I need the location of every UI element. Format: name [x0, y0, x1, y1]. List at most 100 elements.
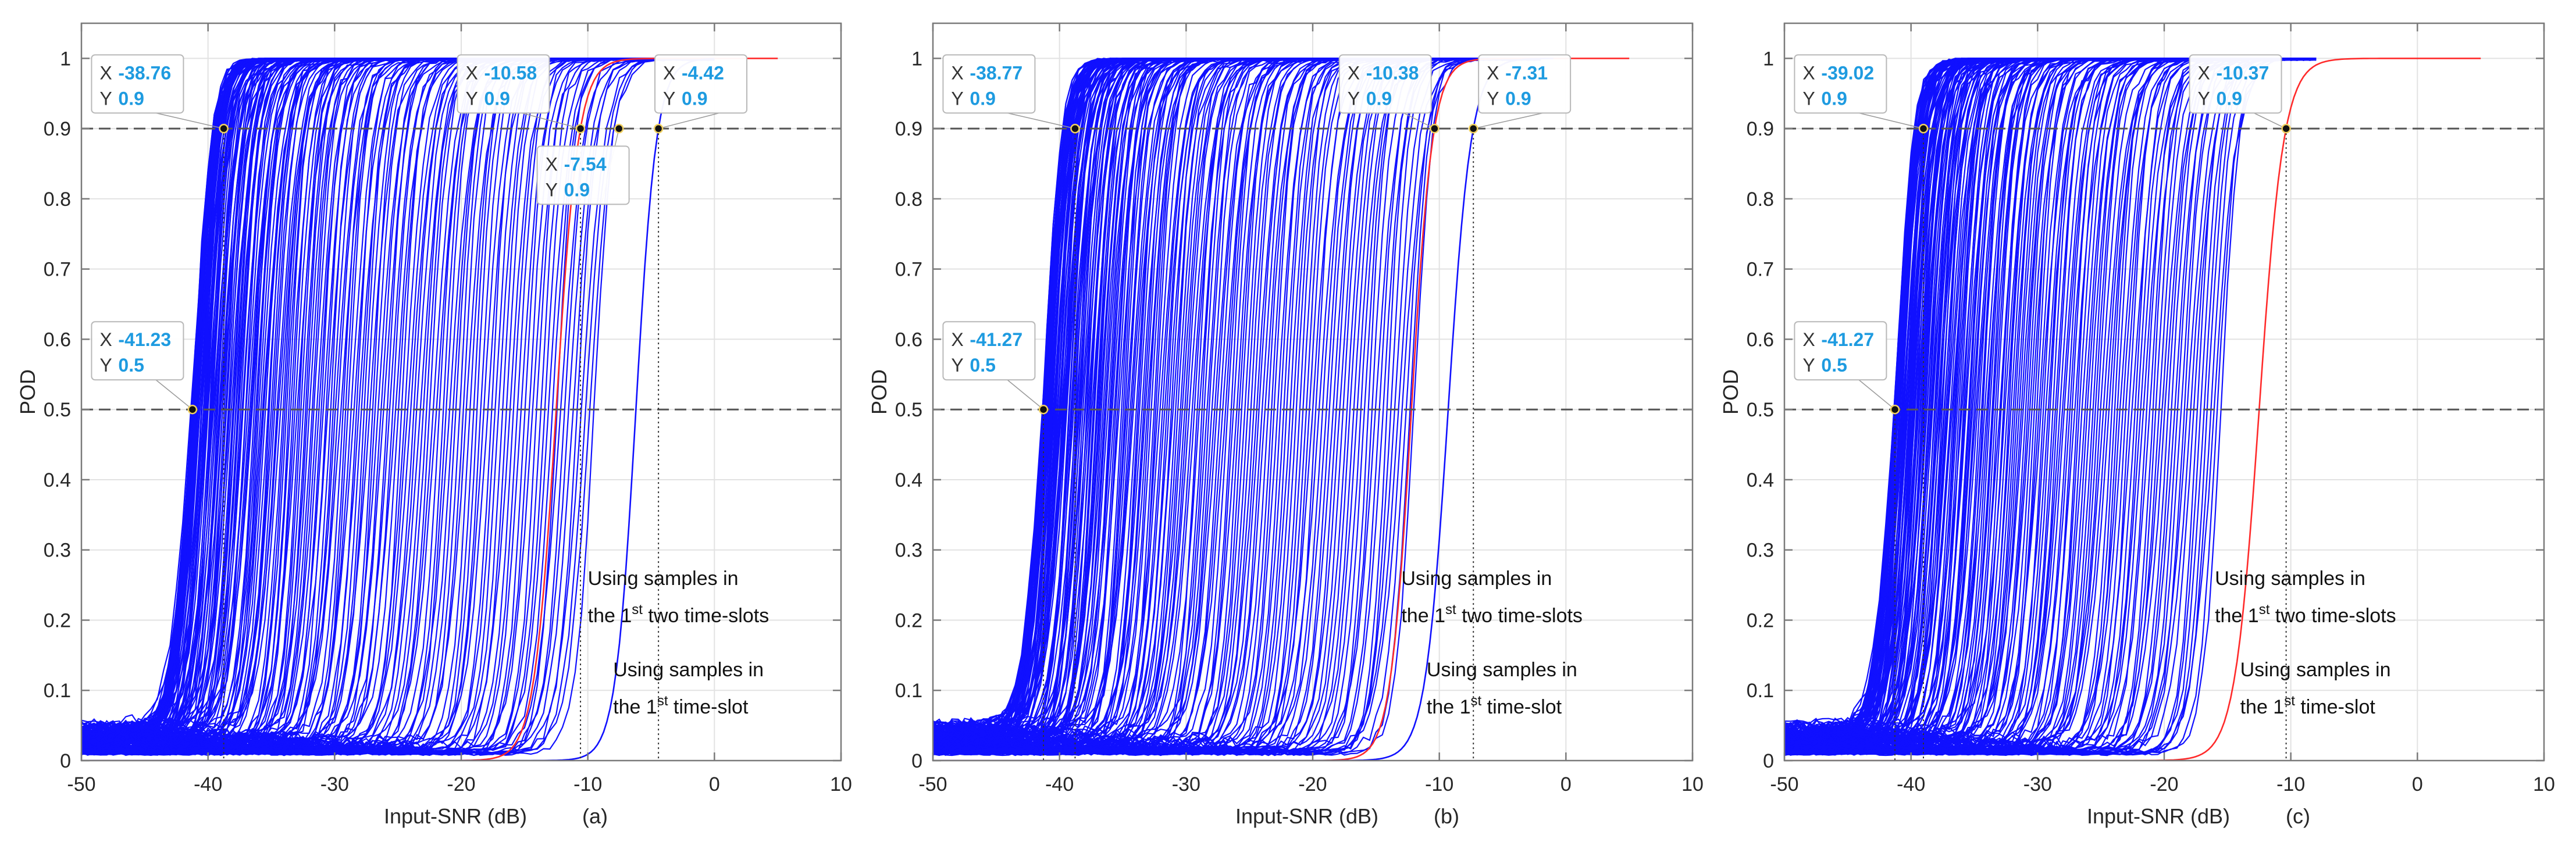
datatip[interactable]: X -7.54 Y 0.9	[536, 123, 630, 205]
y-tick-label: 1	[1763, 48, 1774, 70]
pod-curve	[933, 58, 1541, 757]
datatip-box	[1338, 54, 1432, 114]
datatip-pointer	[1007, 379, 1044, 410]
x-tick-label: 10	[2533, 773, 2555, 795]
curve-family	[933, 58, 1541, 757]
y-tick-label: 0.8	[44, 188, 71, 211]
datatip[interactable]: X -38.77 Y 0.9	[942, 54, 1080, 134]
y-tick-label: 0.5	[44, 399, 71, 421]
datatip[interactable]: X -41.27 Y 0.5	[1794, 321, 1900, 415]
datatip-pointer	[658, 112, 719, 129]
datatip-box	[1794, 321, 1887, 381]
datatip-marker[interactable]	[1918, 123, 1929, 134]
annotation-line: the 1st time-slot	[2240, 693, 2376, 718]
annotation-line: the 1st time-slot	[1427, 693, 1562, 718]
annotation-superscript: st	[2259, 602, 2270, 618]
datatip-marker[interactable]	[187, 404, 198, 415]
y-tick-label: 0.9	[1747, 118, 1774, 140]
datatip[interactable]: X -10.38 Y 0.9	[1338, 54, 1440, 134]
datatip-marker[interactable]	[575, 123, 586, 134]
pod-curve	[81, 58, 715, 753]
datatip-y-value: 0.9	[1821, 88, 1847, 109]
datatip-x-key: X	[2198, 62, 2210, 83]
datatip-y-key: Y	[99, 88, 112, 109]
x-tick-label: 0	[709, 773, 720, 795]
datatip[interactable]: X -38.76 Y 0.9	[91, 54, 229, 134]
annotation-superscript: st	[1445, 602, 1456, 618]
annotation-text: Using samples in	[2215, 568, 2365, 590]
y-tick-label: 0.3	[895, 540, 922, 562]
y-tick-label: 0.1	[1747, 680, 1774, 702]
datatip-y-value: 0.9	[118, 88, 144, 109]
datatip-marker[interactable]	[1038, 404, 1049, 415]
datatip-x-value: -10.37	[2217, 62, 2269, 83]
panel-label: (a)	[582, 804, 608, 828]
series-annotation: Using samples in the 1st time-slot	[1427, 659, 1577, 718]
datatip-marker[interactable]	[219, 123, 229, 134]
annotation-superscript: st	[657, 693, 668, 709]
y-axis-label: POD	[867, 369, 891, 415]
annotation-text: time-slot	[1481, 696, 1562, 718]
datatip-y-key: Y	[1487, 88, 1499, 109]
annotation-text: Using samples in	[1427, 659, 1577, 681]
datatip[interactable]: X -7.31 Y 0.9	[1468, 54, 1572, 134]
datatip-marker[interactable]	[614, 123, 624, 134]
datatip-marker[interactable]	[1468, 123, 1478, 134]
datatip-x-value: -41.27	[1821, 329, 1874, 350]
datatip-marker[interactable]	[1890, 404, 1900, 415]
y-tick-label: 0	[60, 750, 71, 772]
x-tick-label: -10	[573, 773, 602, 795]
datatip[interactable]: X -41.23 Y 0.5	[91, 321, 198, 415]
datatip-marker[interactable]	[653, 123, 664, 134]
datatip-x-value: -7.31	[1505, 62, 1548, 83]
datatip-box	[91, 54, 184, 114]
chart-panel: -50 -40 -30 -20 -10 0 10 0 0.1 0.2 0.3 0.4 0.5 0.6 0.7…	[16, 22, 852, 828]
annotation-superscript: st	[632, 602, 643, 618]
datatip-x-key: X	[1348, 62, 1360, 83]
y-tick-label: 0.4	[44, 469, 71, 491]
datatip[interactable]: X -10.58 Y 0.9	[457, 54, 586, 134]
x-axis-label: Input-SNR (dB)	[1235, 804, 1378, 828]
datatip-marker[interactable]	[1070, 123, 1080, 134]
datatip-x-value: -38.76	[118, 62, 171, 83]
datatip-y-value: 0.9	[564, 179, 590, 200]
pod-curve	[1784, 58, 2317, 756]
datatip-x-key: X	[1487, 62, 1499, 83]
datatip-x-key: X	[1802, 329, 1815, 350]
y-tick-label: 0.7	[895, 259, 922, 281]
datatip-marker[interactable]	[2281, 123, 2291, 134]
chart-panel: -50 -40 -30 -20 -10 0 10 0 0.1 0.2 0.3 0.4 0.5 0.6 0.7…	[1719, 22, 2555, 828]
y-tick-label: 1	[911, 48, 922, 70]
datatip-pointer	[155, 112, 224, 129]
datatip-x-value: -7.54	[564, 154, 607, 174]
datatip-box	[536, 145, 630, 205]
series-annotation: Using samples in the 1st two time-slots	[1401, 568, 1583, 627]
annotation-superscript: st	[1471, 693, 1482, 709]
y-tick-label: 0.7	[44, 259, 71, 281]
datatip-x-key: X	[663, 62, 675, 83]
annotation-text: time-slot	[2295, 696, 2375, 718]
annotation-line: the 1st two time-slots	[1401, 602, 1583, 627]
datatip[interactable]: X -41.27 Y 0.5	[942, 321, 1049, 415]
y-tick-label: 0.8	[1747, 188, 1774, 211]
datatip-x-key: X	[99, 62, 112, 83]
datatip[interactable]: X -4.42 Y 0.9	[653, 54, 748, 134]
annotation-line: Using samples in	[1427, 659, 1577, 681]
pod-curve	[1784, 58, 2317, 757]
annotation-text: Using samples in	[588, 568, 739, 590]
y-tick-label: 1	[60, 48, 71, 70]
datatip-x-value: -4.42	[682, 62, 724, 83]
datatip[interactable]: X -10.37 Y 0.9	[2189, 54, 2291, 134]
datatip-pointer	[1473, 112, 1543, 129]
y-axis-label: POD	[16, 369, 40, 415]
x-axis-label: Input-SNR (dB)	[2087, 804, 2230, 828]
datatip-y-value: 0.5	[1821, 355, 1847, 376]
datatip-x-value: -10.38	[1366, 62, 1419, 83]
datatip[interactable]: X -39.02 Y 0.9	[1794, 54, 1929, 134]
datatip-x-key: X	[99, 329, 112, 350]
datatip-y-value: 0.9	[1366, 88, 1392, 109]
series-annotation: Using samples in the 1st two time-slots	[588, 568, 769, 627]
datatip-marker[interactable]	[1430, 123, 1440, 134]
